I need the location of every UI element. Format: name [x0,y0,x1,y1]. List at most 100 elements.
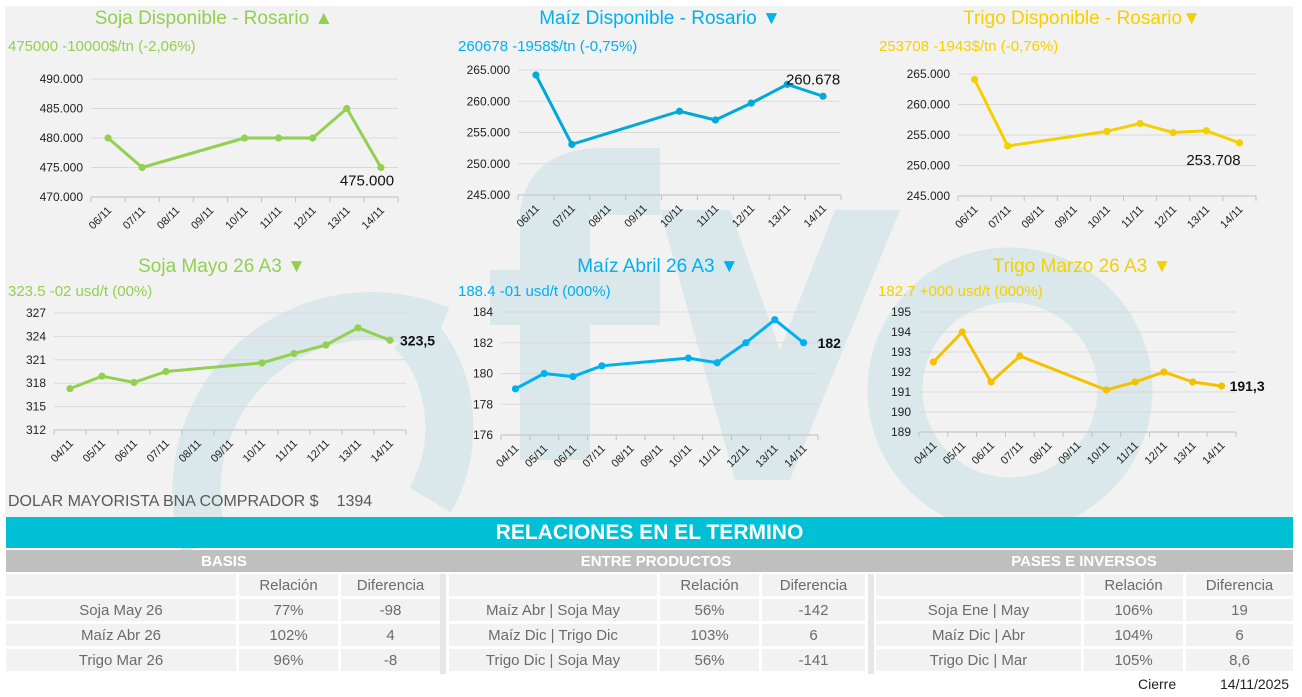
section-basis: BASIS [201,553,247,570]
data-point [742,339,750,347]
x-tick-label: 14/11 [1218,204,1245,231]
x-tick-label: 11/11 [1119,204,1146,231]
chart-title-text: Maíz Disponible - Rosario [539,8,757,29]
x-tick-label: 06/11 [552,443,579,470]
series-line [69,326,391,391]
x-tick-label: 07/11 [986,204,1013,231]
table-row: Trigo Dic | Mar 105% 8,6 [876,649,1293,671]
diferencia-cell: -141 [762,649,865,671]
diferencia-cell: 8,6 [1186,649,1293,671]
x-tick-label: 09/11 [1053,204,1080,231]
x-tick-label: 09/11 [622,203,649,230]
data-point [569,372,577,381]
series-line [932,330,1222,392]
table-header-row: Relación Diferencia [876,574,1293,596]
x-tick-label: 08/11 [1020,204,1047,231]
data-point [540,369,548,378]
y-tick-label: 255.000 [467,126,511,140]
x-tick-label: 12/11 [291,205,318,232]
x-tick-label: 11/11 [273,438,300,465]
y-tick-label: 250.000 [907,159,951,173]
y-tick-label: 192 [891,365,911,379]
y-tick-label: 245.000 [467,188,511,202]
data-point [1136,119,1144,128]
y-tick-label: 193 [891,345,911,359]
x-tick-label: 06/11 [113,438,140,465]
chart-title: Maíz Abril 26 A3 ▼ [577,256,738,278]
chart-title: Soja Mayo 26 A3 ▼ [138,256,306,278]
row-label: Maíz Abr | Soja May [449,599,657,621]
x-tick-label: 06/11 [953,204,980,231]
x-tick-label: 11/11 [1114,440,1141,467]
dolar-label: DOLAR MAYORISTA BNA COMPRADOR $ [8,493,319,510]
chart-title-text: Trigo Disponible - Rosario [963,8,1183,29]
y-tick-label: 255.000 [907,128,951,142]
table-row: Trigo Mar 26 96% -8 [6,649,440,671]
row-label [449,574,657,596]
data-point [322,341,330,349]
dolar-value: 1394 [336,493,373,510]
x-tick-label: 14/11 [360,205,387,232]
x-tick-label: 05/11 [523,443,550,470]
data-point [1169,128,1177,137]
y-tick-label: 180 [473,367,493,381]
x-tick-label: 07/11 [145,438,172,465]
data-point [598,362,606,370]
chart-subtitle: 475000 -10000$/tn (-2,06%) [8,38,196,55]
chart-subtitle: 182.7 +000 usd/t (000%) [878,283,1043,300]
data-point [958,328,966,336]
data-point [130,378,138,387]
x-tick-label: 13/11 [754,443,781,470]
x-tick-label: 12/11 [1143,440,1170,467]
x-tick-label: 11/11 [258,205,285,232]
table-row: Maíz Dic | Trigo Dic 103% 6 [449,624,865,646]
row-label: Soja Ene | May [876,599,1081,621]
relacion-cell: 104% [1084,624,1183,646]
diferencia-cell: 6 [1186,624,1293,646]
y-tick-label: 315 [26,400,46,414]
x-tick-label: 14/11 [369,438,396,465]
x-tick-label: 10/11 [667,443,694,470]
data-point [1189,378,1197,386]
row-label [876,574,1081,596]
row-label: Maíz Dic | Trigo Dic [449,624,657,646]
data-point [309,134,317,142]
x-tick-label: 12/11 [730,203,757,230]
x-tick-label: 10/11 [1086,204,1113,231]
data-point [819,92,827,100]
data-point [675,107,684,115]
y-tick-label: 475.000 [40,161,84,175]
entre-productos-table: Relación Diferencia Maíz Abr | Soja May 56%… [446,571,868,674]
trend-down-icon: ▼ [1152,256,1172,277]
dolar-mayorista: DOLAR MAYORISTA BNA COMPRADOR $ 1394 [8,493,390,511]
x-tick-label: 12/11 [1152,204,1179,231]
chart-title: Trigo Disponible - Rosario▼ [963,8,1201,30]
data-point [684,354,692,362]
y-tick-label: 176 [473,428,493,442]
table-row: Maíz Abr | Soja May 56% -142 [449,599,865,621]
data-label: 253.708 [1186,152,1240,169]
data-point [1235,139,1244,147]
data-point [1103,127,1111,135]
y-tick-label: 312 [26,423,46,437]
y-tick-label: 250.000 [467,157,511,171]
data-label: 191,3 [1230,378,1265,394]
data-point [1004,142,1012,150]
data-point [1131,378,1139,386]
row-label: Trigo Mar 26 [6,649,236,671]
x-tick-label: 13/11 [1172,440,1199,467]
row-label: Trigo Dic | Soja May [449,649,657,671]
table-row: Maíz Abr 26 102% 4 [6,624,440,646]
x-tick-label: 09/11 [189,205,216,232]
x-tick-label: 06/11 [515,203,542,230]
relacion-cell: Relación [239,574,338,596]
basis-table: Relación Diferencia Soja May 26 77% -98 Maíz … [3,571,443,674]
diferencia-cell: 6 [762,624,865,646]
data-point [98,372,106,380]
y-tick-label: 327 [26,306,46,320]
data-point [1202,127,1210,135]
x-tick-label: 10/11 [658,203,685,230]
data-label: 260.678 [786,71,840,88]
